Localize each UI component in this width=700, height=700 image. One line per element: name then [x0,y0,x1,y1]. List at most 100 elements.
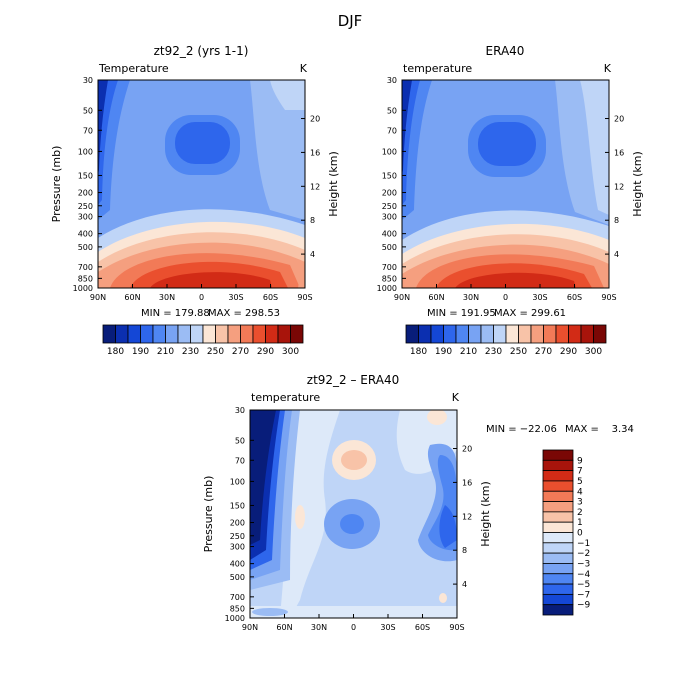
height-tick-label: 16 [462,478,472,487]
colorbar: 180 190 210 230 250 270 290 300 [405,324,607,357]
height-tick-label: 20 [614,115,624,124]
colorbar-swatch [542,490,574,502]
height-tick-label: 8 [310,216,315,225]
colorbar-label: 3 [577,498,583,508]
panel-title: zt92_2 – ERA40 [307,373,399,387]
colorbar-swatch [530,324,544,344]
y-axis-title: Pressure (mb) [50,146,63,223]
colorbar-swatch [240,324,254,344]
colorbar-label: −3 [577,559,590,569]
height-tick-label: 4 [462,580,467,589]
x-tick-label: 60S [567,293,582,302]
panel-era40: ERA40 temperature K 90N 60N 30N 0 30S 60S 90S 3… [377,44,644,357]
panel-title: ERA40 [486,44,525,58]
contour-field [98,80,305,288]
y-axis-title: Pressure (mb) [202,476,215,553]
x-tick-label: 30S [380,623,395,632]
colorbar-swatch [542,542,574,554]
y-tick-label: 50 [83,106,93,115]
colorbar-swatch [542,593,574,606]
colorbar-swatch [227,324,241,344]
colorbar-label: 210 [460,347,477,357]
y-tick-label: 50 [235,436,245,445]
colorbar-swatch [493,324,507,344]
y-tick-label: 300 [230,543,245,552]
colorbar-swatch [542,501,574,513]
min-value: MIN = 191.95 [427,308,496,319]
colorbar-swatch [290,324,304,344]
colorbar-swatch [443,324,457,344]
units-label: K [452,391,460,404]
y-tick-label: 850 [230,604,245,613]
colorbar-swatch [542,459,574,472]
colorbar-label: 300 [585,347,602,357]
colorbar-swatch [177,324,191,344]
y-tick-label: 1000 [225,614,245,623]
colorbar-swatch [115,324,129,344]
colorbar-label: 5 [577,477,583,487]
y-tick-label: 1000 [73,284,93,293]
colorbar-swatch [568,324,582,344]
colorbar-label: 1 [577,518,583,528]
colorbar-swatch [480,324,494,344]
colorbar-label: 250 [207,347,224,357]
y-tick-label: 50 [387,106,397,115]
colorbar-swatch [127,324,141,344]
min-value: MIN = −22.06 [486,424,557,435]
height-tick-label: 20 [310,115,320,124]
colorbar-swatch [202,324,216,344]
y-tick-label: 30 [83,76,93,85]
colorbar-swatch [430,324,444,344]
units-label: K [604,62,612,75]
colorbar-swatch [165,324,179,344]
colorbar: 180 190 210 230 250 270 290 300 [102,324,304,357]
x-tick-label: 90N [394,293,410,302]
x-tick-label: 60N [124,293,140,302]
x-tick-label: 90N [90,293,106,302]
x-tick-label: 30S [228,293,243,302]
colorbar-label: 210 [157,347,174,357]
colorbar-swatch [542,563,574,575]
y-tick-label: 150 [230,501,245,510]
x-tick-label: 0 [199,293,204,302]
colorbar-swatch [152,324,166,344]
colorbar-swatch [580,324,594,344]
variable-label: temperature [403,62,472,75]
x-tick-label: 90N [242,623,258,632]
colorbar-swatch [190,324,204,344]
y-tick-label: 30 [235,406,245,415]
x-tick-label: 60S [415,623,430,632]
height-tick-label: 12 [614,182,624,191]
height-tick-label: 12 [310,182,320,191]
variable-label: Temperature [98,62,169,75]
contour-field [402,80,609,288]
colorbar-label: 7 [577,467,583,477]
colorbar-swatch [542,470,574,482]
height-tick-label: 16 [310,148,320,157]
panel-title: zt92_2 (yrs 1-1) [154,44,249,58]
y-tick-label: 400 [230,560,245,569]
colorbar-swatch [468,324,482,344]
colorbar-label: −9 [577,601,591,611]
colorbar-swatch [455,324,469,344]
y-tick-label: 850 [78,274,93,283]
colorbar-label: 180 [107,347,124,357]
colorbar-label: −2 [577,549,590,559]
y-tick-label: 250 [382,202,397,211]
colorbar-swatch [542,511,574,523]
axes: 90N 60N 30N 0 30S 60S 90S 30 50 70 100 150 200 250 300… [377,76,644,302]
colorbar-swatch [555,324,569,344]
y-tick-label: 150 [78,171,93,180]
colorbar-label: −5 [577,580,590,590]
height-tick-label: 16 [614,148,624,157]
colorbar-label: 9 [577,456,583,466]
colorbar-swatch [542,604,574,616]
x-tick-label: 90S [297,293,312,302]
x-tick-label: 90S [601,293,616,302]
figure-title: DJF [338,12,363,30]
y-tick-label: 100 [230,477,245,486]
colorbar-swatch [140,324,154,344]
colorbar-label: 190 [132,347,149,357]
y-tick-label: 100 [78,147,93,156]
